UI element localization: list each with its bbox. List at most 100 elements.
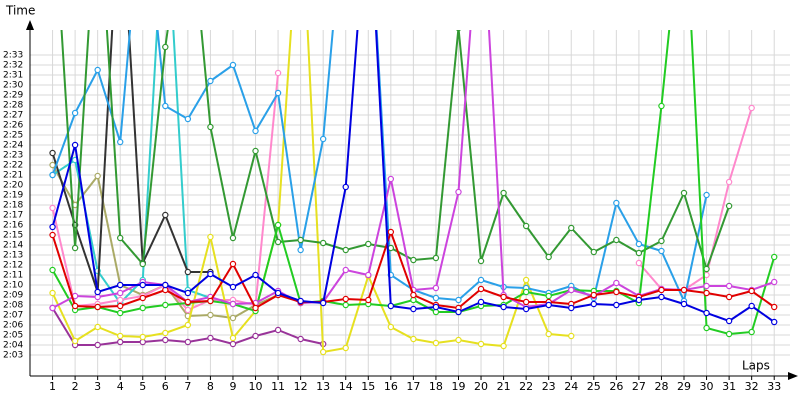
data-point <box>162 281 169 289</box>
data-point <box>71 302 79 310</box>
data-point <box>94 323 101 331</box>
data-point <box>590 291 597 299</box>
data-point <box>771 318 778 326</box>
data-point <box>568 304 575 312</box>
data-point <box>500 189 507 197</box>
data-point <box>410 256 417 264</box>
data-point <box>207 334 214 342</box>
data-point <box>568 332 575 340</box>
data-point <box>771 303 778 311</box>
data-point <box>613 301 620 309</box>
data-point <box>658 102 665 110</box>
data-point <box>590 248 597 256</box>
x-tick-label: 19 <box>451 380 465 393</box>
data-point <box>117 332 124 340</box>
data-point <box>387 302 395 310</box>
data-point <box>207 297 214 305</box>
x-tick-label: 20 <box>474 380 488 393</box>
data-point <box>500 342 507 350</box>
x-tick-label: 4 <box>117 380 124 393</box>
data-point <box>274 326 282 334</box>
y-tick-label: 2:13 <box>3 251 23 261</box>
data-point <box>771 253 778 261</box>
y-tick-label: 2:27 <box>3 111 23 121</box>
data-point <box>410 305 417 313</box>
data-point <box>49 223 56 231</box>
data-point <box>207 233 214 241</box>
data-point <box>162 301 169 309</box>
x-tick-label: 17 <box>406 380 420 393</box>
data-point <box>703 282 710 290</box>
plot-area <box>49 30 778 356</box>
data-point <box>94 66 101 74</box>
x-tick-label: 16 <box>384 380 398 393</box>
y-axis-arrow <box>26 20 34 30</box>
series-line <box>51 30 211 293</box>
data-point <box>680 286 688 294</box>
data-point <box>117 281 124 289</box>
data-point <box>432 339 440 347</box>
data-point <box>207 123 214 131</box>
data-point <box>545 292 552 300</box>
data-point <box>455 336 462 344</box>
y-tick-label: 2:07 <box>3 311 23 321</box>
x-tick-label: 33 <box>767 380 781 393</box>
data-point <box>455 188 462 196</box>
data-point <box>184 298 192 306</box>
data-point <box>229 61 237 69</box>
data-point <box>274 221 282 229</box>
data-point <box>49 149 56 157</box>
data-point <box>94 288 101 296</box>
data-point <box>252 147 259 155</box>
data-point <box>477 285 485 293</box>
y-tick-label: 2:09 <box>3 291 23 301</box>
data-point <box>139 294 146 302</box>
data-point <box>162 211 169 219</box>
data-point <box>297 246 304 254</box>
series-line <box>638 107 753 292</box>
y-tick-label: 2:11 <box>3 271 23 281</box>
data-point <box>184 321 192 329</box>
data-point <box>71 337 79 345</box>
y-axis-title: Time <box>5 4 35 18</box>
x-tick-label: 1 <box>49 380 56 393</box>
y-tick-label: 2:18 <box>3 201 23 211</box>
data-point <box>184 306 192 314</box>
data-point <box>71 244 79 252</box>
data-point <box>319 239 327 247</box>
data-point <box>49 266 56 274</box>
x-tick-label: 28 <box>654 380 668 393</box>
y-tick-label: 2:25 <box>3 131 23 141</box>
data-point <box>342 246 349 254</box>
data-point <box>613 199 620 207</box>
y-tick-label: 2:21 <box>3 171 23 181</box>
y-tick-label: 2:04 <box>3 341 23 351</box>
data-point <box>207 77 214 85</box>
data-point <box>49 161 56 169</box>
y-tick-label: 2:14 <box>3 241 23 251</box>
data-point <box>229 300 237 308</box>
y-tick-label: 2:08 <box>3 301 23 311</box>
data-point <box>725 202 733 210</box>
x-tick-label: 25 <box>587 380 601 393</box>
data-point <box>748 287 755 295</box>
data-point <box>613 236 620 244</box>
x-tick-label: 23 <box>542 380 556 393</box>
x-tick-label: 10 <box>249 380 263 393</box>
data-point <box>342 301 349 309</box>
y-tick-label: 2:19 <box>3 191 23 201</box>
y-tick-label: 2:05 <box>3 331 23 341</box>
data-point <box>342 183 349 191</box>
data-point <box>365 271 372 279</box>
data-point <box>117 338 124 346</box>
data-point <box>680 300 688 308</box>
data-point <box>229 283 237 291</box>
x-tick-label: 18 <box>429 380 443 393</box>
data-point <box>725 178 733 186</box>
y-tick-label: 2:06 <box>3 321 23 331</box>
x-axis-title: Laps <box>742 359 770 373</box>
x-tick-label: 9 <box>229 380 236 393</box>
data-point <box>545 301 552 309</box>
y-tick-label: 2:33 <box>3 51 23 61</box>
x-tick-label: 15 <box>361 380 375 393</box>
